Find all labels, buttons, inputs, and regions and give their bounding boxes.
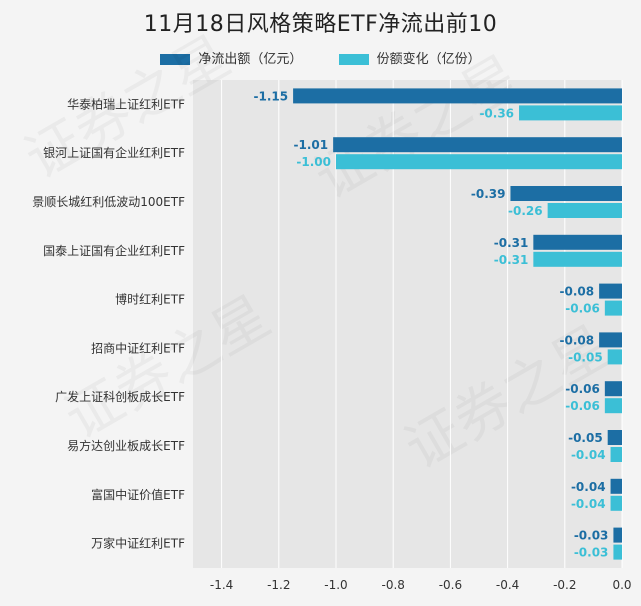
data-label-share-change: -0.06 bbox=[565, 399, 600, 413]
bar-share-change bbox=[613, 544, 622, 560]
bar-share-change bbox=[610, 447, 622, 462]
x-tick-label: -0.6 bbox=[439, 578, 462, 592]
bar-outflow bbox=[510, 186, 622, 201]
bar-outflow bbox=[604, 381, 622, 397]
x-tick-label: -0.2 bbox=[553, 578, 576, 592]
data-label-outflow: -0.08 bbox=[560, 285, 595, 299]
data-label-share-change: -0.26 bbox=[508, 204, 543, 218]
legend-label-outflow: 净流出额（亿元） bbox=[198, 52, 303, 67]
category-label: 博时红利ETF bbox=[115, 292, 185, 307]
category-label: 万家中证红利ETF bbox=[91, 536, 185, 551]
data-label-outflow: -0.08 bbox=[560, 333, 595, 347]
data-label-outflow: -0.39 bbox=[471, 187, 506, 201]
legend-item-outflow: 净流出额（亿元） bbox=[160, 48, 302, 67]
legend-label-share-change: 份额变化（亿份） bbox=[376, 52, 481, 67]
legend-swatch-share-change bbox=[338, 54, 369, 65]
bar-share-change bbox=[519, 105, 622, 121]
data-label-share-change: -0.04 bbox=[571, 448, 606, 462]
x-tick-label: -1.2 bbox=[267, 578, 290, 592]
data-label-outflow: -0.04 bbox=[571, 480, 606, 494]
category-label: 招商中证红利ETF bbox=[91, 340, 185, 355]
legend-swatch-outflow bbox=[160, 54, 191, 65]
bar-outflow bbox=[599, 283, 622, 299]
category-label: 华泰柏瑞上证红利ETF bbox=[67, 96, 185, 111]
category-label: 银河上证国有企业红利ETF bbox=[43, 145, 185, 160]
category-label: 国泰上证国有企业红利ETF bbox=[43, 243, 185, 258]
data-label-share-change: -0.31 bbox=[494, 253, 529, 267]
category-label: 景顺长城红利低波动100ETF bbox=[32, 194, 185, 209]
bar-outflow bbox=[613, 527, 622, 543]
x-tick-label: -1.4 bbox=[210, 578, 233, 592]
bar-outflow bbox=[610, 478, 622, 494]
bar-share-change bbox=[336, 154, 622, 170]
category-label: 富国中证价值ETF bbox=[91, 487, 185, 502]
bar-share-change bbox=[607, 349, 622, 365]
data-label-share-change: -0.04 bbox=[571, 497, 606, 511]
data-label-share-change: -0.36 bbox=[479, 106, 514, 120]
bar-outflow bbox=[293, 88, 622, 104]
bar-share-change bbox=[610, 495, 622, 511]
data-label-share-change: -0.03 bbox=[574, 546, 609, 560]
data-label-share-change: -1.00 bbox=[296, 155, 331, 169]
data-label-outflow: -1.01 bbox=[294, 138, 329, 152]
bar-outflow bbox=[599, 332, 622, 348]
x-tick-label: -0.4 bbox=[496, 578, 519, 592]
data-label-outflow: -0.05 bbox=[568, 431, 603, 445]
data-label-outflow: -0.06 bbox=[565, 382, 600, 396]
bar-outflow bbox=[533, 234, 622, 250]
x-tick-label: -0.8 bbox=[381, 578, 404, 592]
data-label-share-change: -0.05 bbox=[568, 350, 603, 364]
data-label-share-change: -0.06 bbox=[565, 302, 600, 316]
bar-share-change bbox=[604, 398, 622, 414]
data-label-outflow: -0.03 bbox=[574, 529, 609, 543]
bar-share-change bbox=[604, 300, 622, 316]
data-label-outflow: -1.15 bbox=[254, 89, 289, 103]
chart-legend: 净流出额（亿元） 份额变化（亿份） bbox=[0, 48, 641, 67]
category-label: 广发上证科创板成长ETF bbox=[55, 389, 185, 404]
bar-outflow bbox=[607, 430, 622, 445]
x-tick-label: 0.0 bbox=[612, 578, 631, 592]
bar-outflow bbox=[333, 137, 622, 153]
chart-title: 11月18日风格策略ETF净流出前10 bbox=[143, 12, 498, 37]
x-tick-label: -1.0 bbox=[324, 578, 347, 592]
category-label: 易方达创业板成长ETF bbox=[67, 438, 185, 453]
data-label-outflow: -0.31 bbox=[494, 236, 529, 250]
bar-share-change bbox=[533, 251, 622, 267]
legend-item-share-change: 份额变化（亿份） bbox=[338, 48, 481, 67]
bar-share-change bbox=[547, 203, 622, 218]
